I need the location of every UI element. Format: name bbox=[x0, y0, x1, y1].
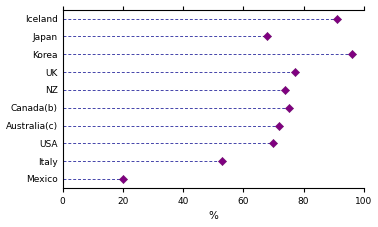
X-axis label: %: % bbox=[208, 211, 218, 222]
Point bbox=[219, 159, 225, 163]
Point bbox=[282, 88, 288, 92]
Point bbox=[264, 35, 270, 38]
Point bbox=[276, 124, 282, 127]
Point bbox=[270, 141, 276, 145]
Point bbox=[285, 106, 291, 109]
Point bbox=[349, 52, 355, 56]
Point bbox=[120, 177, 126, 181]
Point bbox=[334, 17, 340, 20]
Point bbox=[291, 70, 297, 74]
